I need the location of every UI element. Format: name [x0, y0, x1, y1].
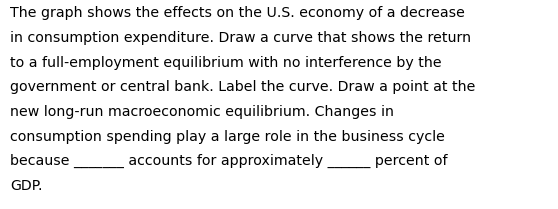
Text: in consumption expenditure. Draw a curve that shows the return: in consumption expenditure. Draw a curve… — [10, 31, 471, 45]
Text: The graph shows the effects on the U.S. economy of a decrease: The graph shows the effects on the U.S. … — [10, 6, 465, 20]
Text: government or central bank. Label the curve. Draw a point at the: government or central bank. Label the cu… — [10, 80, 475, 94]
Text: consumption spending play a large role in the business cycle: consumption spending play a large role i… — [10, 130, 445, 144]
Text: to a full-employment equilibrium with no interference by the: to a full-employment equilibrium with no… — [10, 56, 442, 70]
Text: GDP.: GDP. — [10, 179, 42, 193]
Text: new long-run macroeconomic equilibrium. Changes in: new long-run macroeconomic equilibrium. … — [10, 105, 394, 119]
Text: because _______ accounts for approximately ______ percent of: because _______ accounts for approximate… — [10, 154, 448, 168]
